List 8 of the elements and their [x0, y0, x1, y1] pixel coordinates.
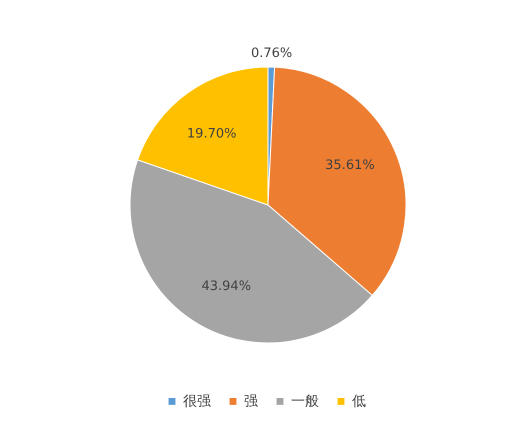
data-label: 43.94% [201, 278, 252, 294]
legend-label: 很强 [183, 393, 211, 410]
data-label: 19.70% [186, 126, 236, 142]
data-label: 0.76% [250, 46, 292, 62]
legend-label: 一般 [291, 393, 319, 410]
legend-label: 低 [352, 393, 366, 410]
data-label: 35.61% [325, 158, 375, 174]
legend-label: 强 [244, 393, 258, 410]
